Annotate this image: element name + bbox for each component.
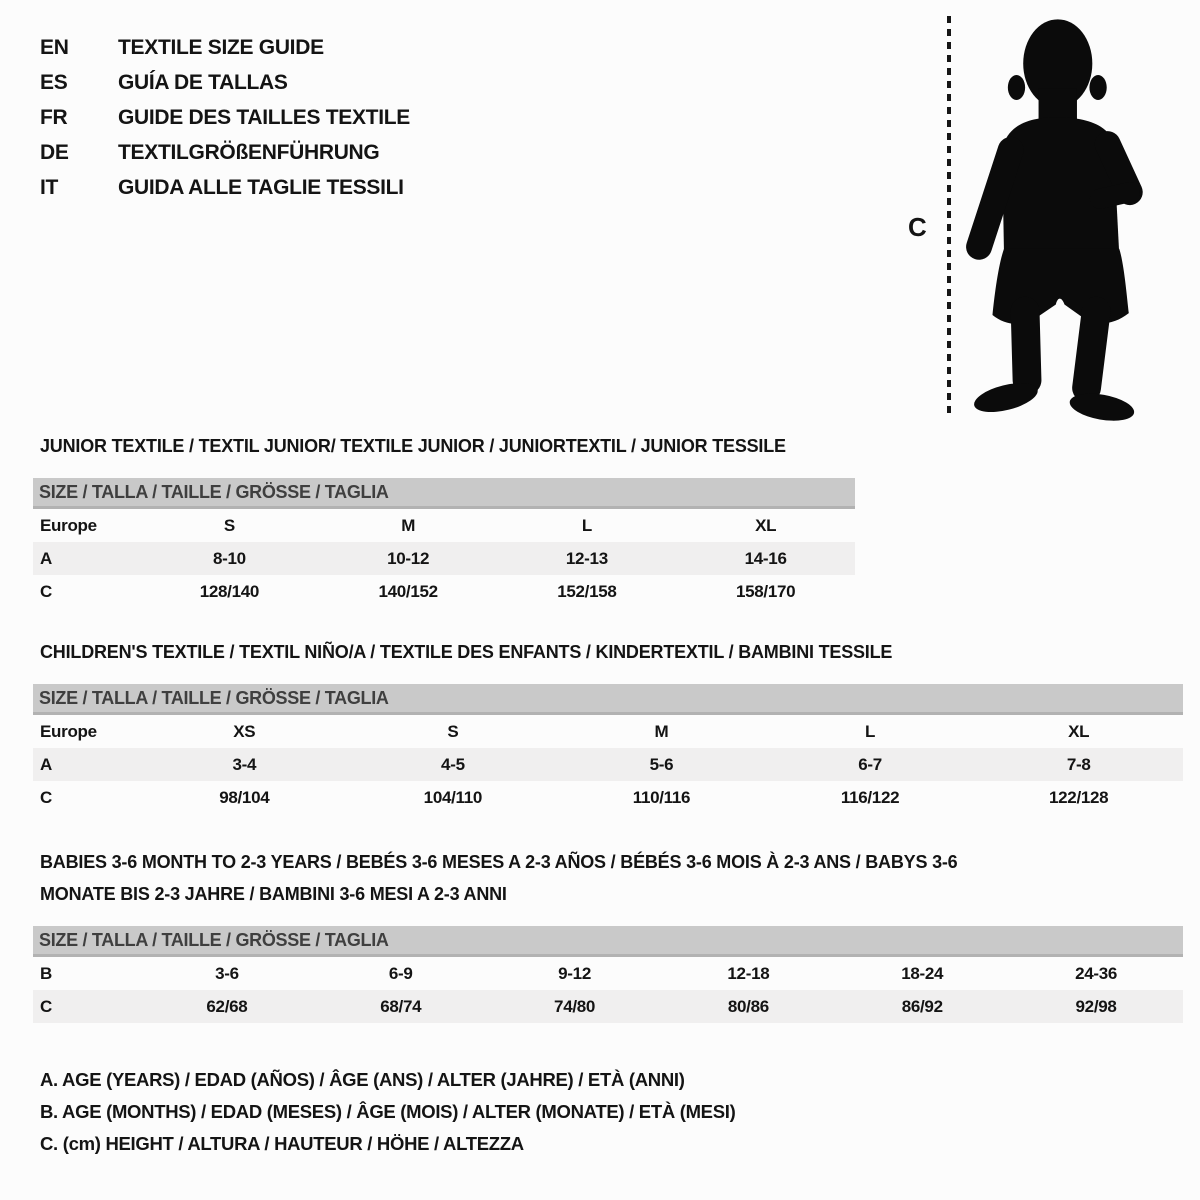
toddler-silhouette-icon (966, 19, 1143, 421)
section-title: BABIES 3-6 MONTH TO 2-3 YEARS / BEBÉS 3-… (40, 852, 958, 904)
section-title: JUNIOR TEXTILE / TEXTIL JUNIOR/ TEXTILE … (40, 436, 786, 456)
row-label: Europe (40, 722, 97, 741)
table-cell: 18-24 (901, 964, 944, 983)
table-cell: 6-9 (388, 964, 413, 983)
table-row: A 3-4 4-5 5-6 6-7 7-8 (33, 748, 1183, 781)
language-row: ES GUÍA DE TALLAS (40, 65, 410, 100)
language-code: DE (40, 141, 69, 164)
table-header: SIZE / TALLA / TAILLE / GRÖSSE / TAGLIA (33, 926, 1183, 957)
table-cell: S (223, 516, 235, 535)
table-body: Europe S M L XL A 8-10 10-12 12-13 14-16 C 128/140 1… (33, 509, 855, 608)
table-row: B 3-6 6-9 9-12 12-18 18-24 24-36 (33, 957, 1183, 990)
table-header: SIZE / TALLA / TAILLE / GRÖSSE / TAGLIA (33, 684, 1183, 715)
row-label: B (40, 964, 52, 983)
row-label: Europe (40, 516, 97, 535)
table-cell: 7-8 (1066, 755, 1091, 774)
table-cell: 74/80 (554, 997, 596, 1016)
table-cell: XS (233, 722, 256, 741)
table-row: Europe XS S M L XL (33, 715, 1183, 748)
language-title-list: EN TEXTILE SIZE GUIDE ES GUÍA DE TALLAS … (40, 30, 410, 205)
table-row: A 8-10 10-12 12-13 14-16 (33, 542, 855, 575)
table-cell: 116/122 (840, 788, 900, 807)
table-body: B 3-6 6-9 9-12 12-18 18-24 24-36 C 62/68 68/74 74/… (33, 957, 1183, 1023)
table-cell: 152/158 (557, 582, 617, 601)
language-row: DE TEXTILGRÖßENFÜHRUNG (40, 135, 410, 170)
table-cell: 9-12 (558, 964, 591, 983)
table-cell: 10-12 (387, 549, 430, 568)
table-cell: 12-13 (565, 549, 608, 568)
table-cell: 158/170 (735, 582, 796, 601)
table-cell: 24-36 (1075, 964, 1118, 983)
table-row: C 62/68 68/74 74/80 80/86 86/92 92/98 (33, 990, 1183, 1023)
table-cell: 14-16 (744, 549, 787, 568)
language-code: EN (40, 36, 69, 59)
language-title: GUÍA DE TALLAS (118, 71, 288, 94)
children-size-table: SIZE / TALLA / TAILLE / GRÖSSE / TAGLIA … (33, 684, 1183, 814)
table-cell: S (447, 722, 459, 741)
table-cell: 4-5 (441, 755, 465, 774)
table-cell: 128/140 (199, 582, 260, 601)
section-children-textile: CHILDREN'S TEXTILE / TEXTIL NIÑO/A / TEX… (33, 642, 1183, 814)
height-measure-line (947, 16, 951, 416)
table-row: Europe S M L XL (33, 509, 855, 542)
table-cell: 62/68 (206, 997, 248, 1016)
footnote-a: A. AGE (YEARS) / EDAD (AÑOS) / ÂGE (ANS)… (40, 1069, 685, 1090)
language-code: IT (40, 176, 59, 199)
table-cell: 3-6 (215, 964, 239, 983)
language-row: EN TEXTILE SIZE GUIDE (40, 30, 410, 65)
language-title: GUIDE DES TAILLES TEXTILE (118, 106, 410, 129)
language-code: ES (40, 71, 68, 94)
row-label: A (40, 549, 52, 568)
table-body: Europe XS S M L XL A 3-4 4-5 5-6 6-7 7-8 C 98/104 104/… (33, 715, 1183, 814)
table-cell: M (401, 516, 416, 535)
table-cell: 140/152 (378, 582, 438, 601)
footnote-b: B. AGE (MONTHS) / EDAD (MESES) / ÂGE (MO… (40, 1101, 736, 1122)
table-cell: 110/116 (632, 788, 691, 807)
row-label: C (40, 997, 52, 1016)
table-cell: 5-6 (649, 755, 674, 774)
row-label: A (40, 755, 52, 774)
language-title: TEXTILE SIZE GUIDE (118, 36, 324, 59)
language-title: GUIDA ALLE TAGLIE TESSILI (118, 176, 404, 199)
table-header: SIZE / TALLA / TAILLE / GRÖSSE / TAGLIA (33, 478, 855, 509)
language-title: TEXTILGRÖßENFÜHRUNG (118, 141, 380, 164)
table-cell: 98/104 (219, 788, 270, 807)
table-row: C 98/104 104/110 110/116 116/122 122/128 (33, 781, 1183, 814)
table-cell: L (581, 516, 592, 535)
table-cell: 8-10 (212, 549, 246, 568)
table-cell: 86/92 (901, 997, 943, 1016)
table-cell: L (865, 722, 876, 741)
section-junior-textile: JUNIOR TEXTILE / TEXTIL JUNIOR/ TEXTILE … (33, 436, 855, 608)
table-cell: 122/128 (1048, 788, 1109, 807)
row-label: C (40, 582, 52, 601)
table-cell: XL (1068, 722, 1090, 741)
junior-size-table: SIZE / TALLA / TAILLE / GRÖSSE / TAGLIA … (33, 478, 855, 608)
section-babies-textile: BABIES 3-6 MONTH TO 2-3 YEARS / BEBÉS 3-… (33, 846, 1183, 1023)
table-cell: 3-4 (232, 755, 257, 774)
table-cell: 68/74 (380, 997, 422, 1016)
language-row: FR GUIDE DES TAILLES TEXTILE (40, 100, 410, 135)
table-cell: 80/86 (727, 997, 769, 1016)
section-title: CHILDREN'S TEXTILE / TEXTIL NIÑO/A / TEX… (40, 642, 893, 662)
babies-size-table: SIZE / TALLA / TAILLE / GRÖSSE / TAGLIA … (33, 926, 1183, 1023)
table-cell: 12-18 (727, 964, 770, 983)
footnote-c: C. (cm) HEIGHT / ALTURA / HAUTEUR / HÖHE… (40, 1133, 524, 1154)
language-code: FR (40, 106, 68, 129)
table-cell: XL (755, 516, 777, 535)
language-row: IT GUIDA ALLE TAGLIE TESSILI (40, 170, 410, 205)
row-label: C (40, 788, 52, 807)
height-measure-label: C (908, 212, 927, 242)
footnotes: A. AGE (YEARS) / EDAD (AÑOS) / ÂGE (ANS)… (40, 1064, 736, 1160)
table-cell: 92/98 (1075, 997, 1117, 1016)
table-cell: 104/110 (423, 788, 483, 807)
table-cell: 6-7 (858, 755, 882, 774)
table-row: C 128/140 140/152 152/158 158/170 (33, 575, 855, 608)
table-cell: M (654, 722, 669, 741)
